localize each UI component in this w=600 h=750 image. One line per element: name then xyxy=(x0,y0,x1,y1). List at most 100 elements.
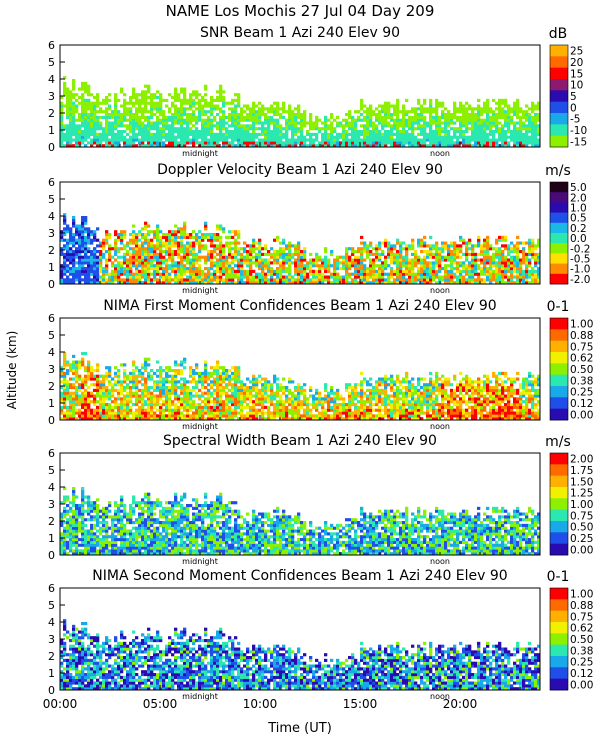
data-cell xyxy=(453,113,457,117)
data-cell xyxy=(177,144,181,148)
data-cell xyxy=(408,110,412,114)
data-cell xyxy=(153,371,157,375)
data-cell xyxy=(372,135,376,139)
data-cell xyxy=(138,93,142,97)
data-cell xyxy=(336,135,340,139)
data-cell xyxy=(90,371,94,375)
data-cell xyxy=(288,113,292,117)
data-cell xyxy=(165,104,169,108)
data-cell xyxy=(378,141,382,145)
data-cell xyxy=(516,261,520,265)
data-cell xyxy=(168,233,172,237)
data-cell xyxy=(207,272,211,276)
data-cell xyxy=(270,247,274,251)
data-cell xyxy=(291,118,295,122)
data-cell xyxy=(504,272,508,276)
data-cell xyxy=(75,371,79,375)
data-cell xyxy=(147,96,151,100)
data-cell xyxy=(438,124,442,128)
data-cell xyxy=(144,233,148,237)
data-cell xyxy=(474,132,478,136)
data-cell xyxy=(198,247,202,251)
data-cell xyxy=(465,113,469,117)
data-cell xyxy=(267,138,271,142)
data-cell xyxy=(405,135,409,139)
data-cell xyxy=(459,124,463,128)
data-cell xyxy=(441,104,445,108)
data-cell xyxy=(303,272,307,276)
data-cell xyxy=(306,130,310,134)
data-cell xyxy=(309,132,313,136)
data-cell xyxy=(237,272,241,276)
data-cell xyxy=(348,132,352,136)
data-cell xyxy=(447,275,451,279)
data-cell xyxy=(105,405,109,409)
data-cell xyxy=(396,127,400,131)
data-cell xyxy=(141,227,145,231)
data-cell xyxy=(384,141,388,145)
data-cell xyxy=(177,107,181,111)
data-cell xyxy=(213,261,217,265)
data-cell xyxy=(123,230,127,234)
data-cell xyxy=(453,115,457,119)
data-cell xyxy=(108,411,112,415)
data-cell xyxy=(495,238,499,242)
data-cell xyxy=(165,98,169,102)
data-cell xyxy=(135,391,139,395)
data-cell xyxy=(207,121,211,125)
data-cell xyxy=(357,269,361,273)
data-cell xyxy=(240,118,244,122)
data-cell xyxy=(60,252,64,256)
data-cell xyxy=(492,252,496,256)
data-cell xyxy=(393,261,397,265)
data-cell xyxy=(234,233,238,237)
data-cell xyxy=(66,124,70,128)
data-cell xyxy=(429,250,433,254)
data-cell xyxy=(450,252,454,256)
data-cell xyxy=(402,104,406,108)
data-cell xyxy=(366,110,370,114)
data-cell xyxy=(510,275,514,279)
data-cell xyxy=(534,255,538,259)
data-cell xyxy=(276,101,280,105)
data-cell xyxy=(387,275,391,279)
data-cell xyxy=(291,144,295,148)
data-cell xyxy=(420,267,424,271)
data-cell xyxy=(183,267,187,271)
data-cell xyxy=(486,238,490,242)
data-cell xyxy=(303,118,307,122)
data-cell xyxy=(150,244,154,248)
data-cell xyxy=(501,252,505,256)
data-cell xyxy=(192,267,196,271)
data-cell xyxy=(183,132,187,136)
data-cell xyxy=(309,252,313,256)
data-cell xyxy=(117,281,121,285)
data-cell xyxy=(138,124,142,128)
data-cell xyxy=(468,281,472,285)
data-cell xyxy=(165,115,169,119)
data-cell xyxy=(177,244,181,248)
data-cell xyxy=(204,227,208,231)
data-cell xyxy=(363,130,367,134)
data-cell xyxy=(537,130,541,134)
data-cell xyxy=(237,258,241,262)
data-cell xyxy=(210,135,214,139)
data-cell xyxy=(60,104,64,108)
data-cell xyxy=(174,403,178,407)
data-cell xyxy=(108,132,112,136)
data-cell xyxy=(483,101,487,105)
data-cell xyxy=(420,241,424,245)
data-cell xyxy=(168,124,172,128)
data-cell xyxy=(219,269,223,273)
data-cell xyxy=(153,127,157,131)
data-cell xyxy=(282,269,286,273)
data-cell xyxy=(75,261,79,265)
data-cell xyxy=(465,269,469,273)
data-cell xyxy=(144,261,148,265)
data-cell xyxy=(528,238,532,242)
data-cell xyxy=(102,238,106,242)
data-cell xyxy=(165,388,169,392)
data-cell xyxy=(381,275,385,279)
data-cell xyxy=(510,247,514,251)
data-cell xyxy=(162,391,166,395)
